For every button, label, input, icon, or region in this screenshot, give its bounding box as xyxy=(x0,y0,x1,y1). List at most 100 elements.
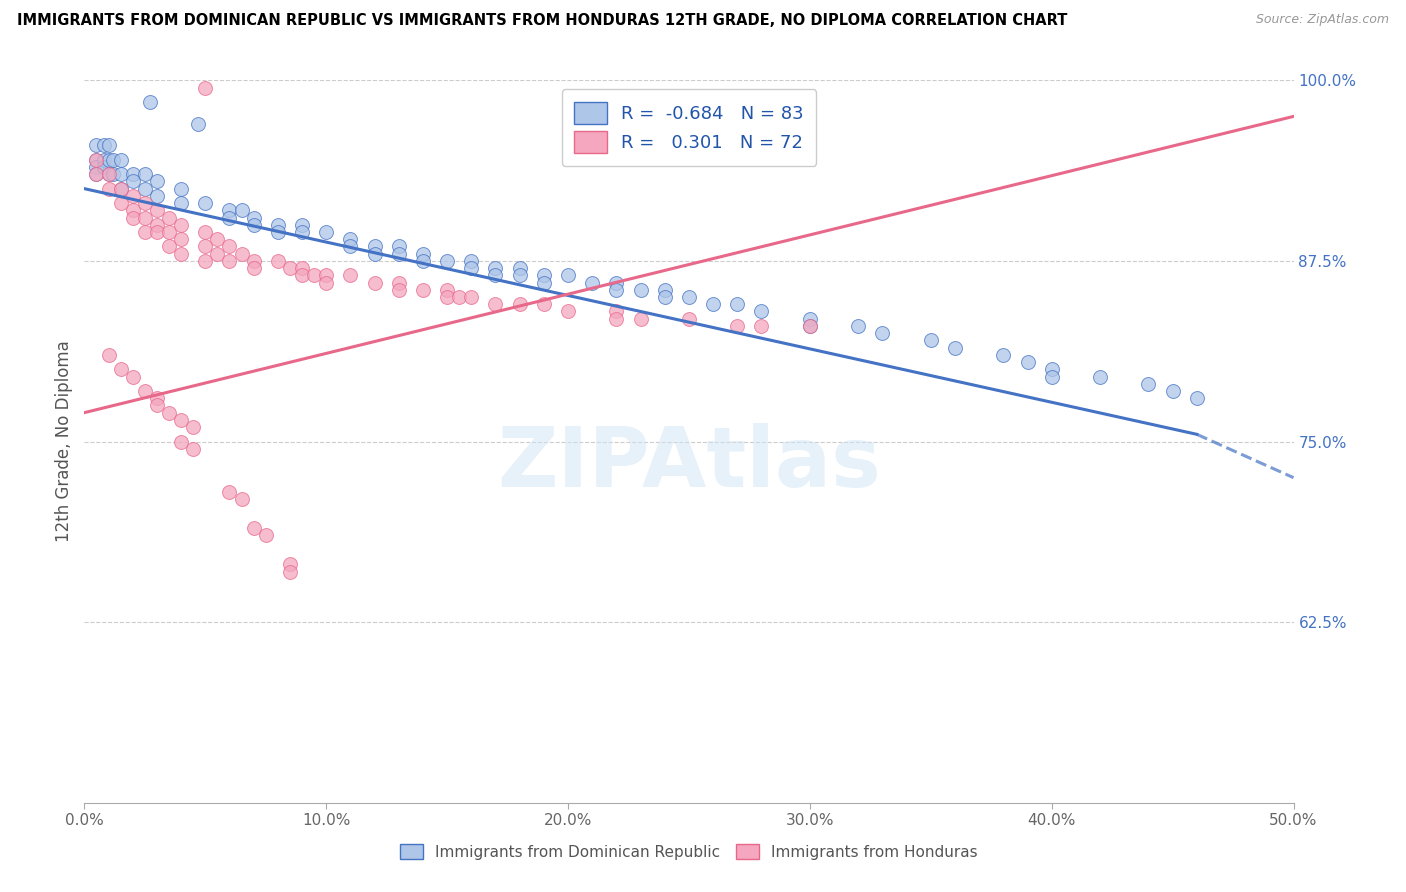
Point xyxy=(134,167,156,181)
Point xyxy=(291,218,314,232)
Point xyxy=(605,276,627,290)
Point xyxy=(388,246,411,260)
Point xyxy=(121,203,143,218)
Point xyxy=(93,138,115,153)
Point xyxy=(533,268,555,283)
Point xyxy=(460,254,482,268)
Point xyxy=(278,558,301,572)
Point xyxy=(134,211,156,225)
Point xyxy=(97,153,120,167)
Point xyxy=(278,565,301,579)
Point xyxy=(97,138,120,153)
Point xyxy=(170,246,193,260)
Legend: Immigrants from Dominican Republic, Immigrants from Honduras: Immigrants from Dominican Republic, Immi… xyxy=(392,836,986,867)
Point xyxy=(1017,355,1039,369)
Point xyxy=(1040,362,1063,376)
Point xyxy=(138,95,160,109)
Point xyxy=(449,290,471,304)
Point xyxy=(218,203,240,218)
Point xyxy=(170,413,193,427)
Point xyxy=(134,384,156,398)
Point xyxy=(339,239,361,253)
Text: ZIPAtlas: ZIPAtlas xyxy=(496,423,882,504)
Point xyxy=(194,225,217,239)
Point xyxy=(605,283,627,297)
Point xyxy=(315,268,337,283)
Point xyxy=(630,311,652,326)
Point xyxy=(291,261,314,276)
Point xyxy=(278,261,301,276)
Point xyxy=(751,318,773,333)
Point xyxy=(412,283,434,297)
Point xyxy=(339,232,361,246)
Point xyxy=(110,153,132,167)
Point xyxy=(557,304,579,318)
Point xyxy=(254,528,277,542)
Point xyxy=(654,290,676,304)
Point xyxy=(581,276,603,290)
Point xyxy=(1088,369,1111,384)
Point xyxy=(157,239,180,253)
Point xyxy=(110,362,132,376)
Point xyxy=(110,196,132,211)
Point xyxy=(218,485,240,500)
Point xyxy=(242,261,264,276)
Point xyxy=(146,189,169,203)
Point xyxy=(630,283,652,297)
Point xyxy=(993,348,1015,362)
Point xyxy=(302,268,325,283)
Point xyxy=(97,181,120,195)
Point xyxy=(678,311,700,326)
Point xyxy=(702,109,724,123)
Point xyxy=(146,203,169,218)
Point xyxy=(86,160,108,174)
Point xyxy=(460,290,482,304)
Point xyxy=(86,153,108,167)
Point xyxy=(943,341,966,355)
Point xyxy=(605,311,627,326)
Point xyxy=(86,167,108,181)
Point xyxy=(509,297,531,311)
Point xyxy=(799,318,821,333)
Point xyxy=(678,290,700,304)
Point xyxy=(121,167,143,181)
Point xyxy=(121,189,143,203)
Point xyxy=(412,254,434,268)
Point xyxy=(291,225,314,239)
Point xyxy=(799,318,821,333)
Point xyxy=(484,268,506,283)
Point xyxy=(1161,384,1184,398)
Point xyxy=(267,218,290,232)
Point xyxy=(242,218,264,232)
Point xyxy=(339,268,361,283)
Point xyxy=(1040,369,1063,384)
Point xyxy=(231,492,253,507)
Point xyxy=(134,181,156,195)
Point xyxy=(146,391,169,405)
Point xyxy=(86,153,108,167)
Point xyxy=(363,239,385,253)
Point xyxy=(103,153,125,167)
Y-axis label: 12th Grade, No Diploma: 12th Grade, No Diploma xyxy=(55,341,73,542)
Point xyxy=(484,261,506,276)
Point xyxy=(146,218,169,232)
Point xyxy=(207,246,229,260)
Point xyxy=(725,297,748,311)
Point xyxy=(134,225,156,239)
Point xyxy=(231,203,253,218)
Point xyxy=(146,398,169,412)
Point xyxy=(157,406,180,420)
Point xyxy=(121,211,143,225)
Point xyxy=(218,211,240,225)
Point xyxy=(86,138,108,153)
Point xyxy=(751,304,773,318)
Point xyxy=(93,160,115,174)
Point xyxy=(194,80,217,95)
Point xyxy=(146,225,169,239)
Point xyxy=(97,348,120,362)
Point xyxy=(121,369,143,384)
Point xyxy=(484,297,506,311)
Text: Source: ZipAtlas.com: Source: ZipAtlas.com xyxy=(1256,13,1389,27)
Point xyxy=(207,232,229,246)
Point xyxy=(920,334,942,348)
